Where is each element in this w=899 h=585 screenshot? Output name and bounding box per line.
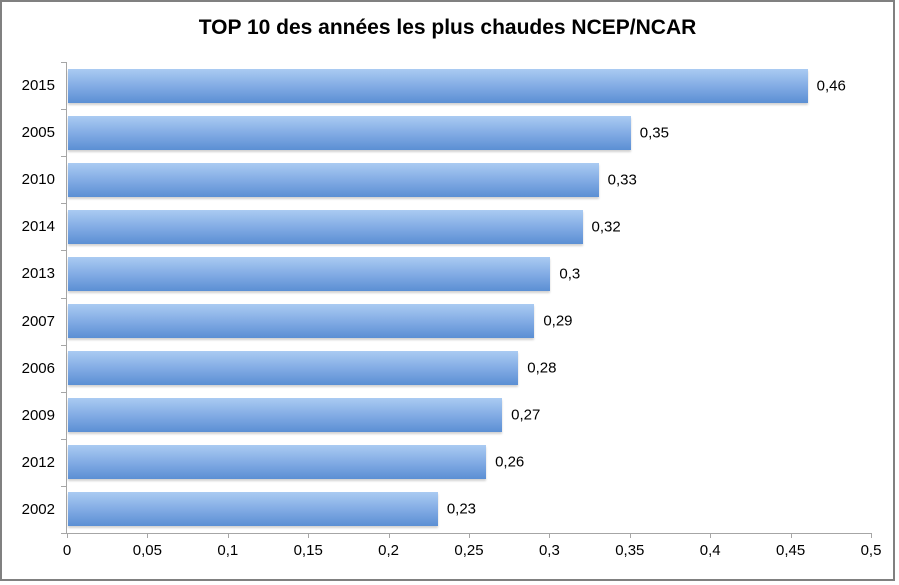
- bar: [68, 256, 551, 291]
- bar-row: 2014 0,32: [22, 203, 871, 250]
- bar-row: 2013 0,3: [22, 250, 871, 297]
- value-label: 0,32: [591, 218, 621, 236]
- year-label: 2015: [21, 77, 55, 95]
- x-axis-tick-label: 0,45: [775, 542, 806, 559]
- bar: [68, 304, 535, 339]
- value-label: 0,46: [816, 77, 846, 95]
- chart-title: TOP 10 des années les plus chaudes NCEP/…: [198, 16, 697, 39]
- x-axis-tick-label: 0,05: [132, 542, 162, 559]
- y-axis-tick: [61, 485, 66, 487]
- y-axis-tick: [61, 156, 66, 158]
- value-label: 0,35: [639, 124, 669, 142]
- x-axis-tick: [549, 533, 551, 538]
- x-axis-tick-label: 0,25: [454, 542, 484, 559]
- x-axis-tick-label: 0,35: [615, 542, 645, 559]
- year-label: 2002: [21, 500, 55, 518]
- bar-row: 2010 0,33: [22, 156, 871, 203]
- year-label: 2006: [21, 359, 55, 377]
- x-axis-tick-label: 0: [62, 542, 72, 559]
- year-label: 2005: [21, 124, 55, 142]
- x-axis-tick: [629, 533, 631, 538]
- value-label: 0,33: [607, 171, 637, 189]
- plot-area: 2015 0,46 2005 0,35 2010 0,33 2014 0,32 2013 0,3 2…: [22, 62, 881, 559]
- bar: [68, 209, 583, 244]
- x-axis-tick-label: 0,3: [538, 542, 560, 559]
- year-label: 2009: [21, 406, 55, 424]
- x-axis-tick: [469, 533, 470, 538]
- bar: [68, 492, 438, 527]
- x-axis-tick-label: 0,2: [378, 542, 400, 559]
- bar: [68, 68, 808, 103]
- value-label: 0,29: [543, 312, 573, 330]
- bar: [68, 115, 631, 150]
- year-label: 2013: [21, 265, 55, 283]
- value-label: 0,3: [559, 265, 581, 283]
- bar-row: 2012 0,26: [22, 439, 871, 486]
- y-axis-tick: [61, 344, 66, 346]
- bar: [68, 445, 487, 480]
- x-axis-tick: [710, 533, 712, 538]
- bar-row: 2015 0,46: [22, 62, 871, 109]
- x-axis-tick: [147, 533, 149, 538]
- bar-row: 2002 0,23: [22, 486, 871, 533]
- x-axis-tick-label: 0,15: [293, 542, 323, 559]
- year-label: 2014: [21, 218, 55, 236]
- x-axis-tick: [388, 533, 390, 538]
- y-axis-tick: [61, 109, 66, 111]
- x-axis-tick: [67, 533, 68, 538]
- bar-row: 2009 0,27: [22, 392, 871, 439]
- bar-row: 2007 0,29: [22, 298, 871, 345]
- y-axis-tick: [61, 391, 66, 393]
- bar: [68, 351, 519, 386]
- year-label: 2007: [21, 312, 55, 330]
- value-label: 0,28: [527, 359, 557, 377]
- y-axis-tick: [61, 250, 66, 252]
- y-axis-tick: [61, 62, 66, 63]
- bar: [68, 162, 599, 197]
- value-label: 0,27: [511, 406, 541, 424]
- x-axis-tick-label: 0,5: [860, 542, 882, 559]
- year-label: 2012: [21, 453, 55, 471]
- x-axis-tick-label: 0,1: [217, 542, 239, 559]
- y-axis-tick: [61, 203, 66, 205]
- bar-row: 2005 0,35: [22, 109, 871, 156]
- bar: [68, 398, 503, 433]
- value-label: 0,26: [495, 453, 525, 471]
- x-axis-tick-label: 0,4: [699, 542, 721, 559]
- x-axis-tick: [871, 533, 872, 538]
- x-axis-tick: [308, 533, 310, 538]
- bar-row: 2006 0,28: [22, 345, 871, 392]
- value-label: 0,23: [446, 500, 477, 518]
- y-axis-tick: [61, 297, 66, 299]
- x-axis-tick: [790, 533, 792, 538]
- x-axis-tick: [227, 533, 229, 538]
- year-label: 2010: [21, 171, 55, 189]
- y-axis-tick: [61, 438, 66, 440]
- y-axis-tick: [61, 533, 66, 534]
